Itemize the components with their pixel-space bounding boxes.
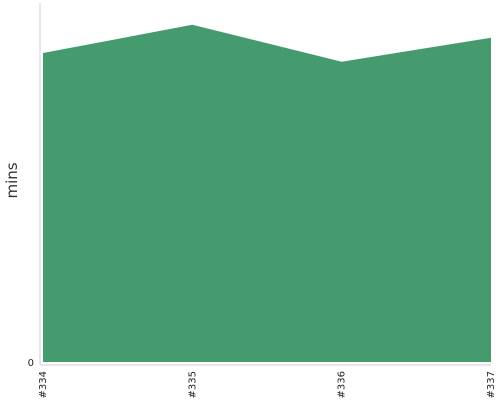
- x-tick-labels: #334 #335 #336 #337: [38, 371, 497, 398]
- x-tick-label: #335: [187, 371, 198, 398]
- x-tick-label: #336: [337, 371, 348, 398]
- y-axis-label: mins: [3, 162, 21, 198]
- x-tick-label: #337: [486, 371, 497, 398]
- area-layer: [43, 24, 491, 363]
- area-series-0: [43, 24, 491, 363]
- x-tick-label: #334: [38, 371, 49, 398]
- y-tick-labels: 0: [28, 358, 34, 369]
- y-tick-label: 0: [28, 358, 34, 369]
